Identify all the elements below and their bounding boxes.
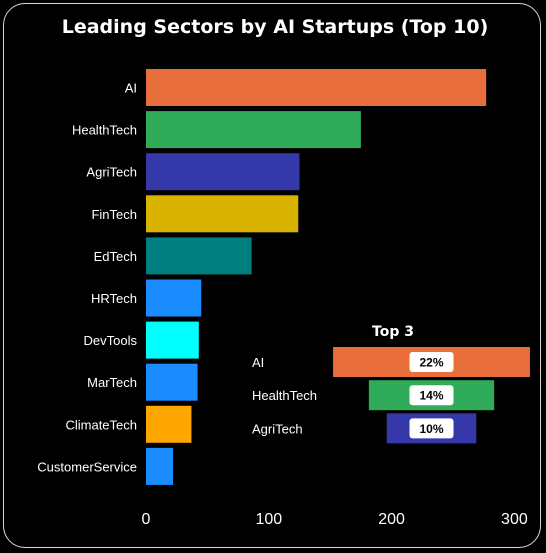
- percent-label: 10%: [419, 422, 443, 436]
- category-label: AI: [125, 81, 137, 96]
- bar-devtools: [146, 321, 199, 359]
- percent-label: 22%: [419, 356, 443, 370]
- inset-category-label: HealthTech: [252, 388, 317, 403]
- x-tick-label: 300: [501, 511, 528, 528]
- inset-category-label: AI: [252, 355, 264, 370]
- chart-title: Leading Sectors by AI Startups (Top 10): [62, 16, 489, 38]
- category-label: ClimateTech: [65, 417, 137, 432]
- bar-ai: [146, 69, 487, 106]
- bar-edtech: [146, 237, 252, 275]
- bar-healthtech: [146, 111, 361, 149]
- category-labels: AI HealthTech AgriTech FinTech EdTech HRTech D…: [37, 81, 137, 475]
- inset-category-label: AgriTech: [252, 421, 303, 436]
- x-tick-label: 200: [378, 511, 405, 528]
- category-label: AgriTech: [86, 165, 137, 180]
- bar-customerservice: [146, 447, 174, 485]
- chart-frame: [3, 3, 541, 548]
- percent-badge: [409, 385, 454, 406]
- category-label: CustomerService: [37, 459, 137, 474]
- category-label: HealthTech: [72, 123, 137, 138]
- x-tick-label: 0: [142, 511, 151, 528]
- category-label: FinTech: [91, 207, 137, 222]
- percent-badge: [409, 352, 454, 372]
- x-tick-label: 100: [255, 511, 282, 528]
- bar-hrtech: [146, 279, 202, 317]
- percent-label: 14%: [419, 389, 443, 403]
- category-label: HRTech: [91, 291, 137, 306]
- bar-agritech: [146, 153, 300, 191]
- category-label: DevTools: [84, 333, 138, 348]
- category-label: EdTech: [94, 249, 137, 264]
- bar-martech: [146, 363, 198, 401]
- bar-climatetech: [146, 405, 192, 443]
- x-axis-ticks: 0 100 200 300: [142, 511, 528, 528]
- bar-fintech: [146, 195, 299, 233]
- inset-title: Top 3: [372, 324, 414, 340]
- inset-chart: AI 22% HealthTech 14% AgriTech 10%: [252, 347, 530, 444]
- main-bars: [146, 69, 487, 485]
- percent-badge: [409, 418, 454, 439]
- category-label: MarTech: [87, 375, 137, 390]
